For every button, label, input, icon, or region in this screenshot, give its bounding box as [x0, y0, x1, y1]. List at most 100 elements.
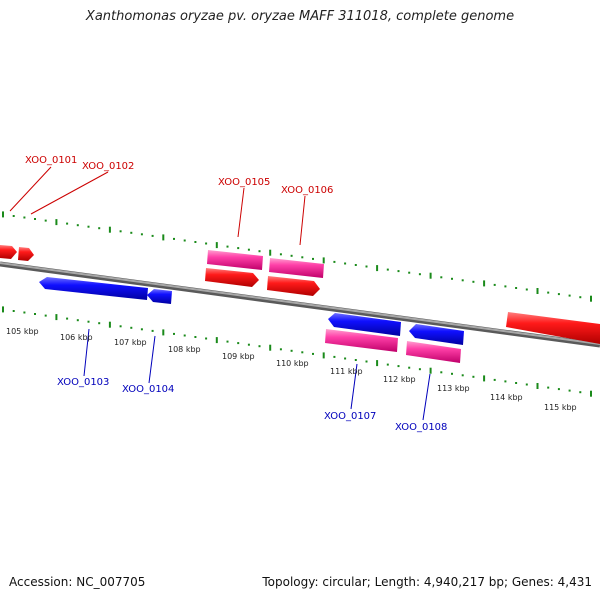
genome-backbone	[0, 261, 600, 348]
minor-tick	[408, 271, 411, 274]
cds-forward-far-right[interactable]	[506, 312, 600, 344]
major-tick	[269, 344, 272, 351]
minor-tick	[386, 363, 389, 366]
minor-tick	[386, 268, 389, 271]
major-tick	[322, 352, 325, 359]
kbp-scale-labels: 105 kbp 106 kbp 107 kbp 108 kbp 109 kbp …	[6, 327, 577, 412]
minor-tick	[557, 388, 560, 391]
genome-stats: Topology: circular; Length: 4,940,217 bp…	[262, 575, 592, 589]
minor-tick	[258, 345, 261, 348]
minor-tick	[547, 291, 550, 294]
cds-forward-xoo-0105[interactable]	[205, 268, 259, 287]
major-tick	[55, 219, 58, 226]
cds-reverse-xoo-0103[interactable]	[39, 277, 148, 300]
scale-label: 114 kbp	[490, 393, 523, 402]
minor-tick	[247, 248, 250, 251]
scale-label: 113 kbp	[437, 384, 470, 393]
major-tick	[108, 321, 111, 328]
minor-tick	[440, 371, 443, 374]
minor-tick	[34, 218, 36, 220]
minor-tick	[12, 310, 15, 312]
minor-tick	[365, 265, 368, 268]
gene-label[interactable]: XOO_0105	[218, 177, 270, 188]
minor-tick	[183, 239, 186, 242]
major-tick	[429, 272, 432, 279]
minor-tick	[504, 380, 507, 383]
minor-tick	[140, 233, 143, 236]
minor-tick	[504, 285, 507, 288]
major-tick	[2, 211, 4, 218]
major-tick	[376, 265, 379, 272]
minor-tick	[23, 216, 26, 219]
cds-reverse-xoo-0104[interactable]	[147, 289, 172, 304]
minor-tick	[130, 231, 133, 234]
minor-tick	[579, 391, 582, 394]
minor-tick	[397, 365, 400, 368]
minor-tick	[98, 227, 101, 230]
scale-label: 107 kbp	[114, 338, 147, 347]
gene-label[interactable]: XOO_0103	[57, 377, 109, 388]
minor-tick	[279, 253, 282, 256]
gene-xoo-0106[interactable]	[269, 258, 324, 278]
scale-label: 106 kbp	[60, 333, 93, 342]
minor-tick	[440, 276, 443, 279]
minor-tick	[226, 340, 229, 343]
minor-tick	[130, 326, 133, 329]
cds-forward-partial-2[interactable]	[18, 247, 34, 261]
minor-tick	[461, 279, 464, 282]
minor-tick	[515, 382, 518, 384]
gene-xoo-0108[interactable]	[406, 341, 461, 363]
minor-tick	[66, 222, 69, 225]
gene-label[interactable]: XOO_0102	[82, 161, 134, 172]
gene-xoo-0107[interactable]	[325, 329, 398, 352]
minor-tick	[194, 241, 197, 243]
gene-label[interactable]: XOO_0104	[122, 384, 174, 395]
minor-tick	[579, 296, 582, 299]
major-tick	[215, 337, 218, 344]
gene-label[interactable]: XOO_0106	[281, 185, 333, 196]
gene-label[interactable]: XOO_0107	[324, 411, 376, 422]
minor-tick	[493, 378, 496, 381]
scale-label: 111 kbp	[330, 367, 363, 376]
cds-forward-partial-1[interactable]	[0, 245, 17, 259]
accession-label: Accession: NC_007705	[9, 575, 146, 589]
gene-label[interactable]: XOO_0101	[25, 155, 77, 166]
minor-tick	[397, 270, 400, 273]
minor-tick	[258, 250, 261, 253]
cds-reverse-xoo-0108[interactable]	[409, 324, 464, 345]
minor-tick	[493, 283, 496, 286]
minor-tick	[87, 225, 90, 228]
minor-tick	[418, 368, 421, 371]
cds-forward-xoo-0106[interactable]	[267, 276, 320, 296]
minor-tick	[205, 242, 208, 245]
gene-xoo-0105[interactable]	[207, 250, 263, 270]
minor-tick	[76, 319, 79, 322]
minor-tick	[301, 256, 304, 259]
major-tick	[2, 306, 4, 313]
forward-gene-labels: XOO_0101 XOO_0102 XOO_0105 XOO_0106	[25, 155, 333, 196]
minor-tick	[333, 260, 336, 263]
minor-tick	[290, 349, 293, 352]
minor-tick	[354, 359, 357, 361]
major-tick	[429, 367, 432, 374]
major-tick	[483, 375, 486, 382]
major-tick	[536, 288, 539, 294]
minor-tick	[472, 375, 475, 378]
gene-label[interactable]: XOO_0108	[395, 422, 447, 433]
cds-reverse-xoo-0107[interactable]	[328, 313, 401, 336]
major-tick	[536, 383, 539, 389]
minor-tick	[418, 273, 421, 276]
minor-tick	[23, 311, 26, 314]
major-tick	[269, 249, 272, 256]
minor-tick	[568, 389, 571, 392]
minor-tick	[515, 287, 518, 289]
major-tick	[55, 314, 58, 321]
minor-tick	[151, 329, 154, 332]
genome-title: Xanthomonas oryzae pv. oryzae MAFF 31101…	[85, 9, 515, 24]
minor-tick	[44, 314, 47, 317]
major-tick	[590, 390, 592, 397]
minor-tick	[237, 247, 240, 250]
minor-tick	[451, 372, 453, 375]
minor-tick	[461, 374, 464, 377]
